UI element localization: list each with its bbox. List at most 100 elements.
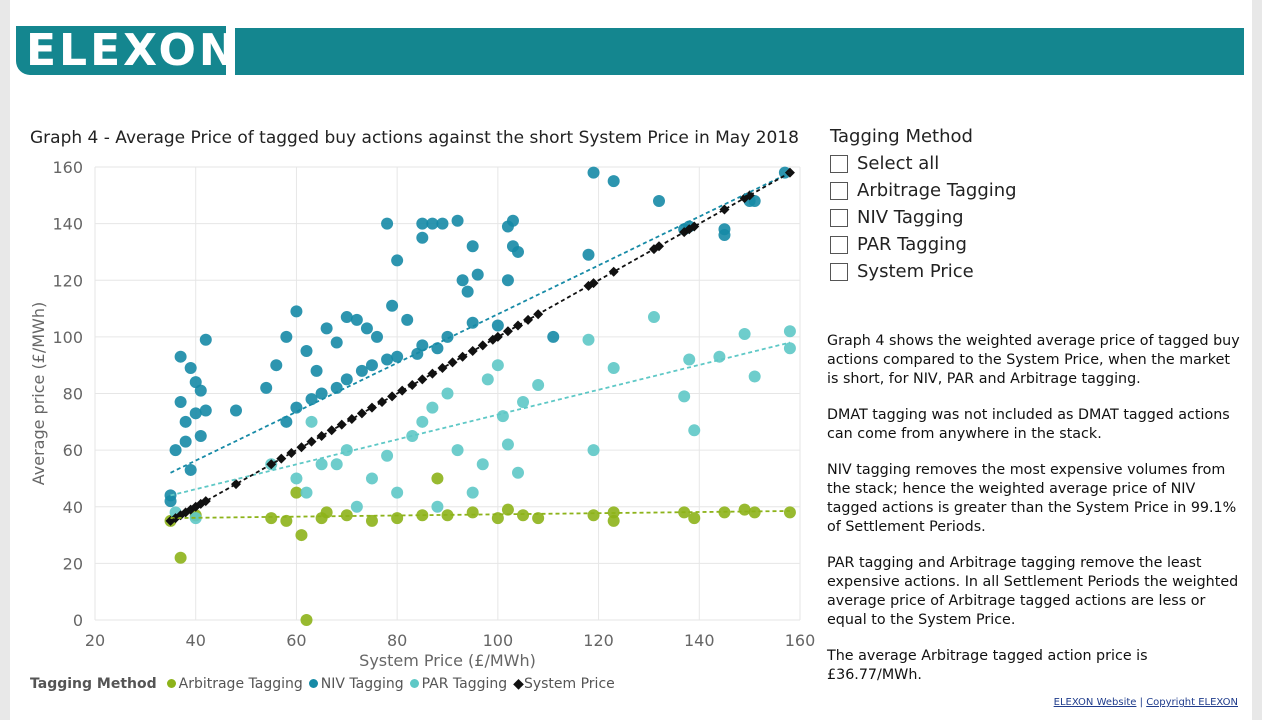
par-tagging-point xyxy=(381,449,394,462)
niv-tagging-point xyxy=(653,194,665,207)
circle-icon xyxy=(409,679,419,688)
niv-tagging-point xyxy=(189,407,202,420)
niv-tagging-point xyxy=(179,435,192,448)
niv-tagging-point xyxy=(365,359,378,372)
par-tagging-point xyxy=(678,390,691,403)
x-tick-label: 100 xyxy=(483,631,514,650)
niv-tagging-point xyxy=(194,384,207,397)
legend-item-system-price[interactable]: ◆System Price xyxy=(513,676,615,692)
checkbox[interactable] xyxy=(830,154,848,173)
niv-tagging-point xyxy=(305,393,318,406)
niv-tagging-point xyxy=(587,166,600,179)
niv-tagging-point xyxy=(718,228,731,241)
par-tagging-point xyxy=(476,458,489,471)
y-axis-label: Average price (£/MWh) xyxy=(29,302,48,486)
slicer-select-all[interactable]: Select all xyxy=(830,153,1017,174)
par-tagging-point xyxy=(532,379,545,392)
niv-tagging-point xyxy=(416,231,429,244)
niv-tagging-point xyxy=(466,316,479,329)
system-price-point xyxy=(286,447,297,458)
report-page: ELEXON Graph 4 - Average Price of tagged… xyxy=(10,0,1252,720)
slicer-niv[interactable]: NIV Tagging xyxy=(830,207,1017,228)
niv-tagging-point xyxy=(290,305,303,318)
par-tagging-point xyxy=(330,458,343,471)
header-banner xyxy=(235,28,1244,75)
slicer-arbitrage[interactable]: Arbitrage Tagging xyxy=(830,180,1017,201)
niv-tagging-point xyxy=(547,330,560,343)
arbitrage-tagging-point xyxy=(587,509,600,522)
x-tick-label: 80 xyxy=(387,631,407,650)
niv-tagging-point xyxy=(582,248,595,261)
niv-tagging-point xyxy=(360,322,373,335)
niv-tagging-point xyxy=(391,254,404,267)
checkbox[interactable] xyxy=(830,262,848,281)
x-tick-label: 160 xyxy=(785,631,816,650)
niv-tagging-point xyxy=(174,350,187,363)
system-price-point xyxy=(377,396,388,407)
niv-tagging-point xyxy=(506,214,519,227)
niv-tagging-point xyxy=(340,373,353,386)
par-tagging-point xyxy=(491,359,504,372)
elexon-logo: ELEXON xyxy=(16,26,236,75)
system-price-point xyxy=(457,351,468,362)
par-tagging-point xyxy=(517,395,530,408)
legend-item-par[interactable]: PAR Tagging xyxy=(409,676,507,692)
niv-tagging-point xyxy=(270,359,283,372)
niv-tagging-point xyxy=(512,245,524,258)
checkbox[interactable] xyxy=(830,235,848,254)
niv-tagging-point xyxy=(290,401,303,414)
par-tagging-point xyxy=(350,500,363,513)
diamond-icon: ◆ xyxy=(513,676,524,692)
elexon-website-link[interactable]: ELEXON Website xyxy=(1053,697,1137,708)
niv-tagging-point xyxy=(391,350,404,363)
x-tick-label: 140 xyxy=(684,631,715,650)
footer: ELEXON Website | Copyright ELEXON xyxy=(1054,697,1238,708)
system-price-point xyxy=(346,413,357,424)
niv-tagging-point xyxy=(607,175,620,188)
niv-tagging-point xyxy=(280,330,293,343)
arbitrage-tagging-point xyxy=(783,506,796,519)
niv-tagging-point xyxy=(330,336,343,349)
description-text: Graph 4 shows the weighted average price… xyxy=(827,332,1242,702)
par-tagging-point xyxy=(426,401,439,414)
par-tagging-point xyxy=(501,438,514,451)
niv-tagging-point xyxy=(416,217,429,230)
par-tagging-point xyxy=(783,325,796,338)
copyright-link[interactable]: Copyright ELEXON xyxy=(1146,697,1238,708)
circle-icon xyxy=(166,679,176,688)
par-tagging-point xyxy=(783,342,796,355)
checkbox[interactable] xyxy=(830,208,848,227)
legend-item-niv[interactable]: NIV Tagging xyxy=(308,676,404,692)
niv-tagging-point xyxy=(431,342,444,355)
system-price-point xyxy=(200,496,211,507)
checkbox[interactable] xyxy=(830,181,848,200)
niv-tagging-point xyxy=(310,364,323,377)
niv-tagging-point xyxy=(381,353,394,366)
system-price-point xyxy=(608,266,619,277)
arbitrage-tagging-point xyxy=(320,506,333,519)
x-tick-label: 40 xyxy=(186,631,206,650)
system-price-point xyxy=(397,385,408,396)
niv-tagging-point xyxy=(179,415,192,428)
niv-tagging-point xyxy=(340,311,353,324)
chart-legend: Tagging Method Arbitrage Tagging NIV Tag… xyxy=(30,676,615,692)
x-axis-label: System Price (£/MWh) xyxy=(359,651,536,670)
x-tick-label: 60 xyxy=(286,631,306,650)
system-price-point xyxy=(719,204,730,215)
desc-paragraph: Graph 4 shows the weighted average price… xyxy=(827,333,1240,387)
arbitrage-tagging-point xyxy=(738,503,751,516)
par-tagging-point xyxy=(441,387,454,400)
slicer-system-price[interactable]: System Price xyxy=(830,261,1017,282)
par-tagging-point xyxy=(431,500,444,513)
arbitrage-tagging-point xyxy=(688,512,701,525)
par-tagging-point xyxy=(315,458,328,471)
separator: | xyxy=(1139,697,1143,708)
arbitrage-tagging-point xyxy=(295,529,308,542)
system-price-point xyxy=(316,430,327,441)
legend-item-arbitrage[interactable]: Arbitrage Tagging xyxy=(166,676,303,692)
slicer-par[interactable]: PAR Tagging xyxy=(830,234,1017,255)
niv-tagging-point xyxy=(436,217,449,230)
niv-tagging-point xyxy=(491,319,504,332)
chart-title: Graph 4 - Average Price of tagged buy ac… xyxy=(30,128,799,148)
desc-paragraph: DMAT tagging was not included as DMAT ta… xyxy=(827,407,1230,442)
